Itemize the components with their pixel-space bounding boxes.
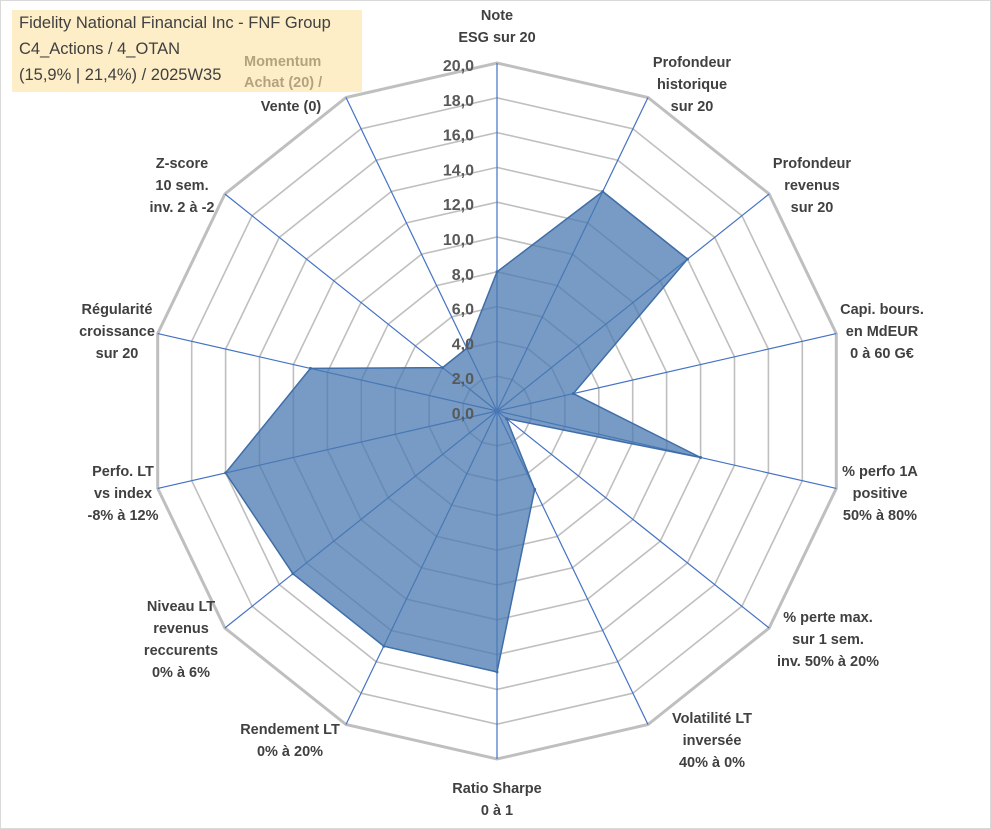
- data-point-7: [495, 670, 499, 674]
- data-point-9: [291, 572, 295, 576]
- axis-label-11: Régularité croissance sur 20: [79, 302, 155, 362]
- tick-label: 20,0: [443, 58, 474, 75]
- data-point-13: [465, 346, 469, 350]
- tick-label: 8,0: [452, 267, 474, 284]
- momentum-label-line: Momentum: [244, 54, 322, 70]
- axis-label-line: ESG sur 20: [458, 30, 535, 46]
- axis-label-line: Perfo. LT: [92, 464, 154, 480]
- axis-label-line: croissance: [79, 324, 155, 340]
- series-area: [224, 190, 701, 673]
- tick-label: 6,0: [452, 302, 474, 319]
- data-point-6: [533, 487, 537, 491]
- axis-label-line: Vente (0): [261, 99, 322, 115]
- axis-label-line: Profondeur: [773, 156, 851, 172]
- axis-label-line: inv. 2 à -2: [149, 200, 214, 216]
- tick-label: 2,0: [452, 371, 474, 388]
- axis-label-line: reccurents: [144, 643, 218, 659]
- axis-label-4: % perfo 1A positive 50% à 80%: [842, 464, 918, 524]
- axis-label-line: sur 20: [791, 200, 834, 216]
- spoke-5: [496, 410, 770, 629]
- tick-label: 18,0: [443, 93, 474, 110]
- tick-label: 10,0: [443, 232, 474, 249]
- axis-labels: Note ESG sur 20 Profondeur historique sur 20…: [79, 8, 924, 819]
- axis-label-line: Z-score: [156, 156, 208, 172]
- radial-tick-labels: 0,0 2,0 4,0 6,0 8,0 10,0 12,0 14,0 16,0 18,0 20,0: [443, 58, 474, 423]
- axis-label-line: 0% à 6%: [152, 665, 210, 681]
- tick-label: 16,0: [443, 128, 474, 145]
- data-point-10: [224, 471, 228, 475]
- data-point-2: [686, 257, 689, 261]
- axis-label-10: Perfo. LT vs index -8% à 12%: [88, 464, 159, 524]
- axis-label-line: en MdEUR: [846, 324, 919, 340]
- axis-label-line: % perfo 1A: [842, 464, 918, 480]
- axis-label-3: Capi. bours. en MdEUR 0 à 60 G€: [840, 302, 924, 362]
- axis-label-line: 50% à 80%: [843, 508, 917, 524]
- chart-title-line-1: Fidelity National Financial Inc - FNF Gr…: [19, 14, 331, 32]
- axis-label-line: inversée: [683, 733, 742, 749]
- axis-label-line: Capi. bours.: [840, 302, 924, 318]
- momentum-label-line: Achat (20) /: [244, 75, 323, 91]
- tick-label: 12,0: [443, 197, 474, 214]
- axis-label-line: % perte max.: [783, 610, 872, 626]
- axis-label-line: 10 sem.: [155, 178, 208, 194]
- axis-label-line: historique: [657, 77, 727, 93]
- axis-label-line: 0% à 20%: [257, 744, 323, 760]
- tick-label: 14,0: [443, 162, 474, 179]
- axis-label-line: Ratio Sharpe: [452, 781, 541, 797]
- chart-title-line-3: (15,9% | 21,4%) / 2025W35: [19, 66, 222, 84]
- axis-label-line: Régularité: [82, 302, 153, 318]
- axis-label-8: Rendement LT 0% à 20%: [240, 722, 340, 760]
- axis-label-line: revenus: [153, 621, 209, 637]
- tick-label: 4,0: [452, 336, 474, 353]
- axis-label-9: Niveau LT revenus reccurents 0% à 6%: [144, 599, 218, 681]
- axis-label-6: Volatilité LT inversée 40% à 0%: [672, 711, 752, 771]
- chart-title-line-2: C4_Actions / 4_OTAN: [19, 40, 181, 58]
- data-point-5: [505, 417, 508, 421]
- axis-label-line: -8% à 12%: [88, 508, 159, 524]
- radar-series: [224, 190, 703, 674]
- data-point-1: [601, 190, 605, 193]
- axis-label-line: 0 à 60 G€: [850, 346, 914, 362]
- data-point-12: [441, 366, 445, 370]
- axis-label-line: revenus: [784, 178, 840, 194]
- title-box: Fidelity National Financial Inc - FNF Gr…: [12, 10, 362, 92]
- axis-label-0: Note ESG sur 20: [458, 8, 535, 46]
- axis-label-5: % perte max. sur 1 sem. inv. 50% à 20%: [777, 610, 879, 670]
- axis-label-line: positive: [853, 486, 908, 502]
- axis-label-1: Profondeur historique sur 20: [653, 55, 731, 115]
- axis-label-line: 40% à 0%: [679, 755, 745, 771]
- axis-label-line: 0 à 1: [481, 803, 513, 819]
- data-point-4: [699, 456, 703, 459]
- axis-label-line: sur 1 sem.: [792, 632, 864, 648]
- axis-label-7: Ratio Sharpe 0 à 1: [452, 781, 541, 819]
- data-point-3: [571, 392, 575, 396]
- data-point-0: [495, 270, 499, 274]
- tick-label: 0,0: [452, 406, 474, 423]
- axis-label-12: Z-score 10 sem. inv. 2 à -2: [149, 156, 214, 216]
- axis-label-line: Volatilité LT: [672, 711, 752, 727]
- axis-label-line: Note: [481, 8, 513, 24]
- data-point-8: [382, 644, 386, 648]
- data-point-11: [308, 366, 312, 370]
- axis-label-line: inv. 50% à 20%: [777, 654, 879, 670]
- momentum-label-overlay: Momentum Achat (20) /: [244, 52, 322, 94]
- axis-label-line: Rendement LT: [240, 722, 340, 738]
- axis-label-line: vs index: [94, 486, 152, 502]
- axis-label-line: Profondeur: [653, 55, 731, 71]
- axis-label-line: Niveau LT: [147, 599, 215, 615]
- axis-label-2: Profondeur revenus sur 20: [773, 156, 851, 216]
- axis-label-line: sur 20: [671, 99, 714, 115]
- axis-label-line: sur 20: [96, 346, 139, 362]
